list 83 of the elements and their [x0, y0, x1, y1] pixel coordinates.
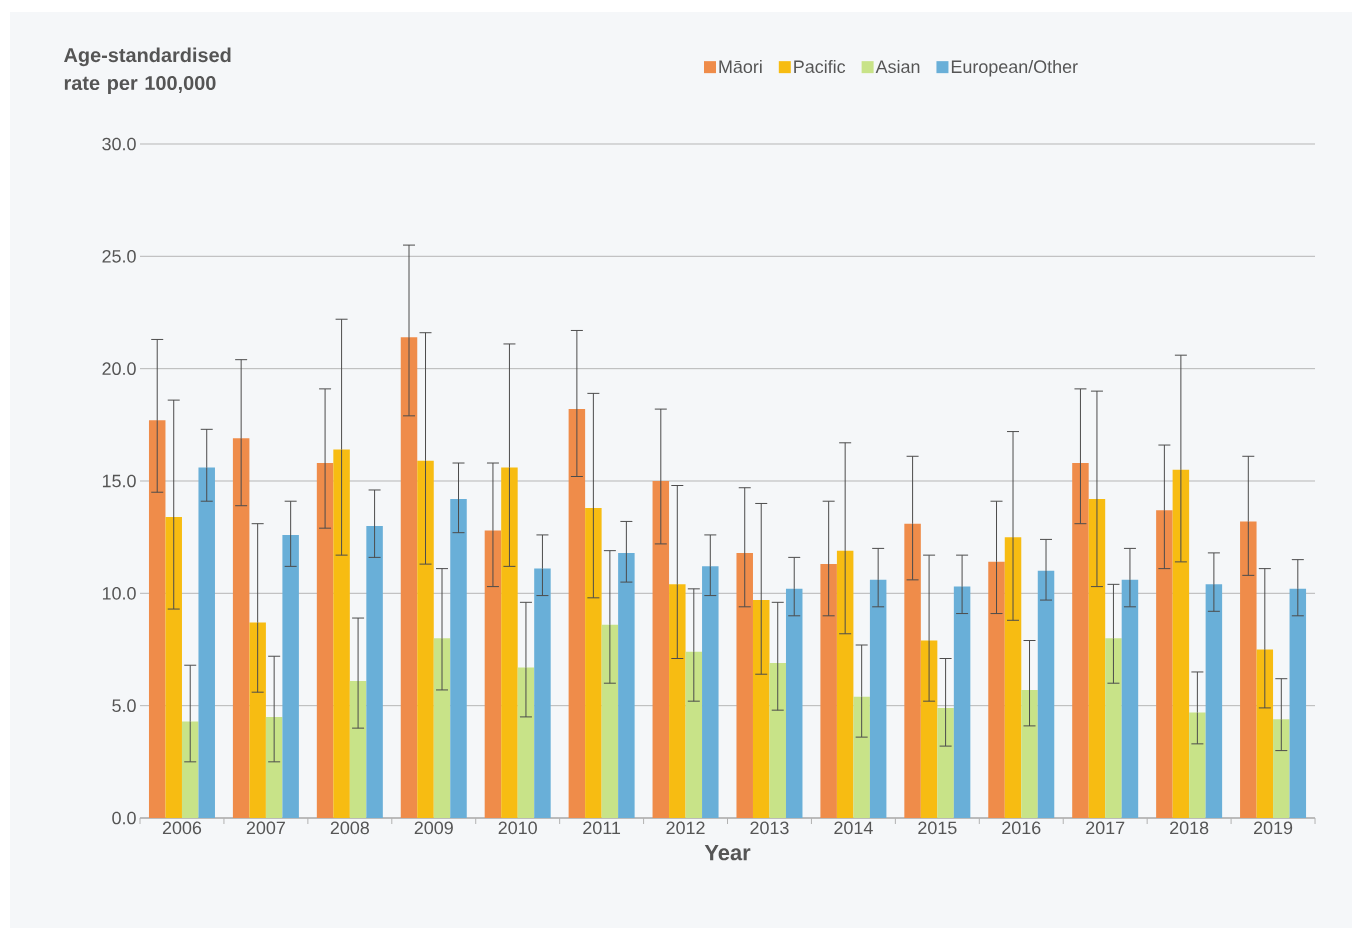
x-tick-label: 2007	[246, 821, 285, 835]
bar	[1105, 638, 1122, 818]
bar	[652, 480, 670, 818]
bar	[1021, 689, 1038, 818]
bar	[265, 716, 283, 818]
legend-label: Asian	[875, 59, 920, 74]
bar	[1072, 463, 1089, 818]
y-tick-label: 5.0	[112, 699, 136, 713]
bar	[1205, 584, 1223, 818]
legend-label: Māori	[719, 59, 762, 74]
legend-label: Pacific	[794, 59, 846, 74]
bar	[869, 579, 887, 818]
x-tick-label: 2006	[162, 821, 202, 835]
bar	[181, 721, 199, 818]
x-axis-title: Year	[704, 845, 751, 861]
x-tick-label: 2015	[918, 821, 957, 835]
bar	[836, 550, 854, 818]
bar	[769, 662, 786, 818]
bar	[1289, 588, 1307, 818]
bar	[1240, 521, 1257, 818]
bar	[953, 586, 971, 818]
bar	[1256, 649, 1274, 818]
bar	[148, 420, 166, 818]
bar	[1004, 537, 1022, 818]
bar	[785, 588, 803, 818]
bar	[568, 409, 586, 818]
bar	[853, 696, 870, 818]
bar	[484, 530, 502, 818]
bar	[198, 467, 215, 818]
bar	[937, 707, 954, 818]
bar	[618, 552, 635, 818]
bar	[904, 523, 921, 818]
y-tick-label: 25.0	[102, 249, 136, 263]
bar	[316, 463, 334, 818]
y-tick-label: 30.0	[102, 137, 136, 151]
bar	[920, 640, 938, 818]
bar	[820, 564, 837, 818]
x-tick-label: 2017	[1086, 821, 1125, 835]
bar	[1172, 469, 1190, 818]
bar	[1121, 579, 1139, 818]
bar	[232, 438, 250, 818]
x-tick-label: 2008	[330, 821, 369, 835]
bar	[333, 449, 350, 818]
bar	[669, 584, 686, 818]
bar	[433, 638, 451, 818]
y-tick-label: 0.0	[112, 811, 136, 825]
x-tick-label: 2010	[498, 821, 537, 835]
bar	[501, 467, 518, 818]
bar	[601, 624, 619, 818]
y-tick-label: 20.0	[102, 362, 136, 375]
x-tick-label: 2012	[666, 821, 705, 835]
bar	[736, 552, 753, 818]
bar	[349, 680, 367, 818]
y-tick-label: 10.0	[102, 586, 136, 600]
bar	[752, 600, 770, 818]
y-axis-title: Age-standardised rate per 100,000	[64, 47, 231, 94]
x-tick-label: 2011	[583, 821, 621, 835]
bar	[988, 561, 1005, 818]
x-tick-label: 2014	[834, 821, 873, 835]
bar	[417, 460, 434, 818]
bar	[702, 566, 719, 818]
legend-label: European/Other	[951, 59, 1078, 77]
x-tick-label: 2018	[1170, 821, 1209, 835]
bar	[165, 516, 182, 818]
x-tick-label: 2019	[1254, 821, 1293, 835]
bar	[400, 337, 418, 818]
bar	[585, 507, 602, 818]
bar	[282, 534, 299, 818]
bar	[1037, 570, 1055, 818]
bar	[1273, 719, 1290, 818]
bar	[1189, 712, 1206, 818]
bar	[517, 667, 535, 818]
x-tick-label: 2013	[750, 821, 789, 835]
bar	[534, 568, 551, 818]
bar	[366, 525, 383, 818]
x-tick-label: 2009	[414, 821, 453, 835]
bar	[1156, 510, 1173, 818]
x-tick-label: 2016	[1002, 821, 1041, 835]
y-tick-label: 15.0	[102, 474, 136, 488]
bar	[450, 498, 467, 818]
bar	[685, 651, 703, 818]
bar	[249, 622, 266, 818]
bar	[1088, 498, 1106, 818]
